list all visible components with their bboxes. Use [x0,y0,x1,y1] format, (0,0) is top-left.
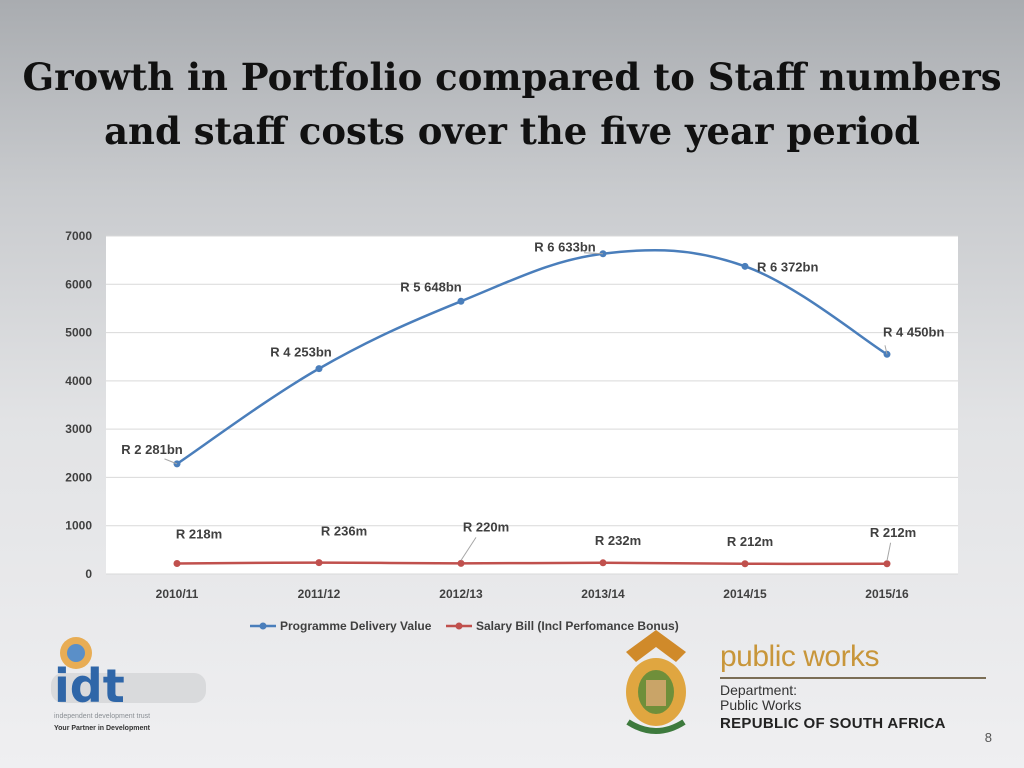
series-line [176,561,888,566]
title-line-2: and staff costs over the five year perio… [104,109,920,153]
coat-of-arms-icon [626,630,686,734]
data-point [315,365,323,373]
legend-marker [259,622,267,630]
department-name: Public Works [720,697,802,713]
data-label: R 220m [463,519,509,534]
data-label: R 236m [321,524,367,539]
slide-title: Growth in Portfolio compared to Staff nu… [0,50,1024,158]
data-point [315,559,323,567]
y-tick-label: 6000 [65,277,92,291]
title-line-1: Growth in Portfolio compared to Staff nu… [22,55,1002,99]
data-label: R 6 372bn [757,259,818,274]
x-tick-label: 2015/16 [865,587,909,601]
legend-label: Salary Bill (Incl Perfomance Bonus) [476,619,679,633]
data-point [741,262,749,270]
y-tick-label: 2000 [65,470,92,484]
page-number: 8 [984,730,992,745]
idt-tagline: Your Partner in Development [54,725,150,732]
y-tick-label: 3000 [65,422,92,436]
public-works-divider [720,677,986,679]
legend-label: Programme Delivery Value [280,619,432,633]
public-works-title: public works [720,640,880,673]
data-label: R 232m [595,533,641,548]
leader-line [886,542,892,561]
leader-line [460,537,477,561]
data-label: R 212m [727,534,773,549]
legend-marker [455,622,463,630]
data-point [883,560,891,568]
data-point [173,559,181,567]
department-label: Department: [720,682,798,698]
country-name: REPUBLIC OF SOUTH AFRICA [720,715,946,732]
y-tick-label: 5000 [65,326,92,340]
idt-logo-mark [51,637,206,703]
x-tick-label: 2012/13 [439,587,483,601]
public-works-department: Department: Public Works [720,683,801,713]
leader-line [164,458,178,465]
data-label: R 4 450bn [883,324,944,339]
data-point [741,560,749,568]
data-point [599,559,607,567]
idt-logo-text: idt [54,659,125,713]
series-line [176,248,888,465]
data-label: R 218m [176,526,222,541]
line-chart: 0 1000 2000 3000 4000 5000 6000 7000 2010/11 2011… [65,229,958,633]
x-tick-label: 2010/11 [156,587,199,601]
plot-area [106,236,958,574]
data-label: R 6 633bn [534,240,595,255]
idt-logo: idt independent development trust Your P… [36,625,216,740]
coat-of-arms-emblem [606,622,706,742]
y-tick-label: 1000 [65,519,92,533]
public-works-logo: public works Department: Public Works RE… [720,640,990,740]
data-label: R 4 253bn [270,345,331,360]
y-tick-label: 7000 [65,229,92,243]
y-tick-label: 0 [85,567,92,581]
idt-name: independent development trust [54,713,151,720]
data-point [457,559,465,567]
x-tick-label: 2014/15 [723,587,767,601]
y-tick-label: 4000 [65,374,92,388]
data-point [457,297,465,305]
x-tick-label: 2013/14 [581,587,625,601]
data-label: R 5 648bn [400,279,461,294]
data-label: R 2 281bn [121,442,182,457]
x-tick-label: 2011/12 [298,587,341,601]
leader-line [884,345,888,355]
data-label: R 212m [870,525,916,540]
leader-line [583,252,604,255]
